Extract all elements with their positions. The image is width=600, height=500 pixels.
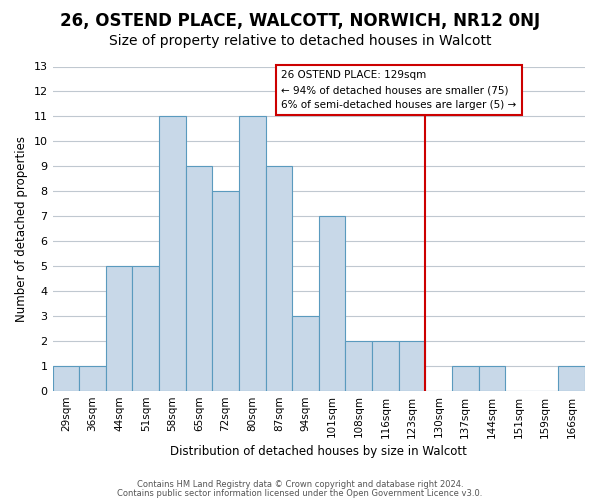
Bar [212, 191, 239, 390]
Text: Contains HM Land Registry data © Crown copyright and database right 2024.: Contains HM Land Registry data © Crown c… [137, 480, 463, 489]
Bar [319, 216, 346, 390]
Bar [292, 316, 319, 390]
Bar [106, 266, 133, 390]
Bar [53, 366, 79, 390]
Bar [133, 266, 159, 390]
Bar [159, 116, 185, 390]
Text: 26 OSTEND PLACE: 129sqm
← 94% of detached houses are smaller (75)
6% of semi-det: 26 OSTEND PLACE: 129sqm ← 94% of detache… [281, 70, 517, 110]
Bar [79, 366, 106, 390]
Bar [452, 366, 479, 390]
Bar [266, 166, 292, 390]
Bar [346, 340, 372, 390]
Y-axis label: Number of detached properties: Number of detached properties [15, 136, 28, 322]
Bar [372, 340, 398, 390]
Bar [479, 366, 505, 390]
Bar [559, 366, 585, 390]
Text: Size of property relative to detached houses in Walcott: Size of property relative to detached ho… [109, 34, 491, 48]
Text: 26, OSTEND PLACE, WALCOTT, NORWICH, NR12 0NJ: 26, OSTEND PLACE, WALCOTT, NORWICH, NR12… [60, 12, 540, 30]
X-axis label: Distribution of detached houses by size in Walcott: Distribution of detached houses by size … [170, 444, 467, 458]
Text: Contains public sector information licensed under the Open Government Licence v3: Contains public sector information licen… [118, 488, 482, 498]
Bar [398, 340, 425, 390]
Bar [185, 166, 212, 390]
Bar [239, 116, 266, 390]
